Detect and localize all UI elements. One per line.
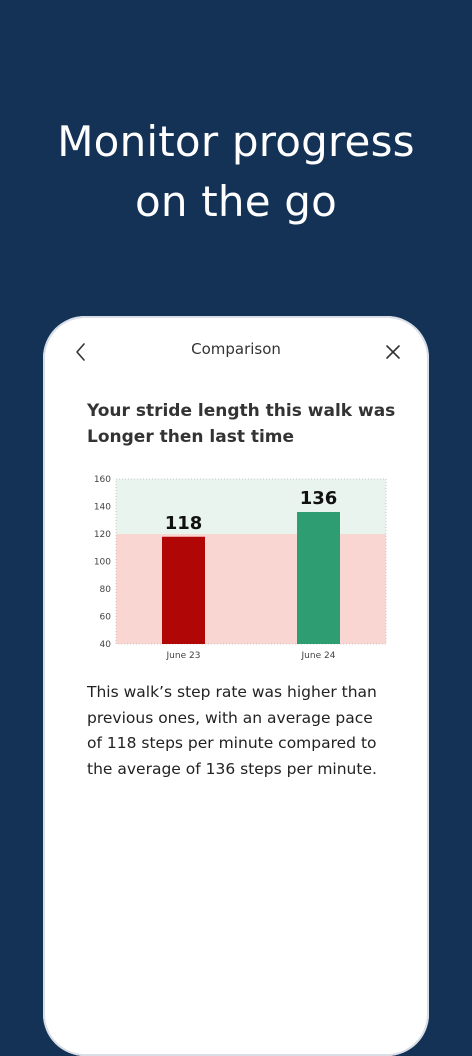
- y-tick-label: 160: [94, 475, 111, 485]
- chart-plot-border: [115, 478, 387, 645]
- y-tick-label: 80: [100, 585, 112, 595]
- bar-2: [297, 512, 340, 644]
- phone-screen: Comparison Your stride length this walk …: [43, 316, 429, 1056]
- close-icon: [386, 345, 400, 359]
- nav-title: Comparison: [191, 340, 281, 358]
- chart-band-2: [116, 479, 386, 534]
- chevron-left-icon: [76, 343, 85, 361]
- description-line-3: of 118 steps per minute compared to: [87, 734, 377, 753]
- headline-line-2: on the go: [134, 177, 338, 226]
- comparison-description: This walk’s step rate was higher than pr…: [87, 680, 407, 782]
- x-tick-label: June 23: [166, 651, 201, 661]
- headline-line-1: Monitor progress: [57, 117, 415, 166]
- y-tick-label: 120: [94, 530, 111, 540]
- bar-value-label: 136: [300, 488, 338, 509]
- comparison-heading: Your stride length this walk was Longer …: [87, 398, 397, 450]
- hero-headline: Monitor progress on the go: [0, 112, 472, 232]
- close-button[interactable]: [381, 340, 405, 364]
- y-tick-label: 140: [94, 503, 111, 513]
- bar-1: [162, 536, 205, 644]
- description-line-4: the average of 136 steps per minute.: [87, 759, 377, 778]
- heading-line-2: Longer then last time: [87, 427, 295, 447]
- y-tick-label: 40: [100, 640, 112, 650]
- x-tick-label: June 24: [301, 651, 336, 661]
- description-line-1: This walk’s step rate was higher than: [87, 683, 377, 701]
- heading-line-1: Your stride length this walk was: [87, 401, 396, 421]
- y-tick-label: 60: [100, 613, 112, 623]
- y-tick-label: 100: [94, 558, 111, 568]
- description-line-2: previous ones, with an average pace: [87, 708, 373, 727]
- bar-value-label: 118: [165, 513, 203, 534]
- back-button[interactable]: [69, 340, 93, 364]
- nav-bar: Comparison: [43, 316, 429, 386]
- chart-band-1: [116, 534, 386, 644]
- stride-comparison-chart: 40 60 80 100 120 140 160 118 June 23 136 June 24: [94, 475, 387, 661]
